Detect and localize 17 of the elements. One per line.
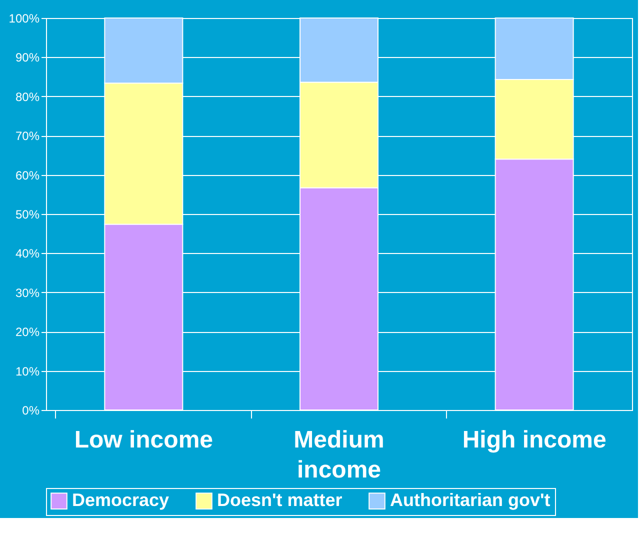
y-tick-label: 100%: [8, 12, 40, 26]
y-tick-label: 80%: [15, 90, 40, 104]
x-tick-label: Low income: [74, 426, 214, 454]
y-tick-label: 10%: [15, 364, 40, 378]
legend-label: Doesn't matter: [217, 490, 342, 510]
y-tick-label: 20%: [15, 325, 40, 340]
legend-label: Democracy: [72, 490, 170, 510]
y-tick-label: 60%: [15, 168, 40, 182]
x-tick-label: Medium income: [294, 426, 384, 484]
legend-label: Authoritarian gov't: [390, 490, 550, 510]
y-tick-label: 70%: [15, 129, 40, 144]
y-tick-label: 30%: [15, 286, 40, 300]
y-tick-label: 40%: [15, 246, 40, 261]
y-tick-label: 0%: [22, 404, 40, 418]
y-tick-label: 90%: [15, 50, 40, 65]
x-tick-label: High income: [462, 426, 606, 454]
y-tick-label: 50%: [15, 208, 40, 222]
